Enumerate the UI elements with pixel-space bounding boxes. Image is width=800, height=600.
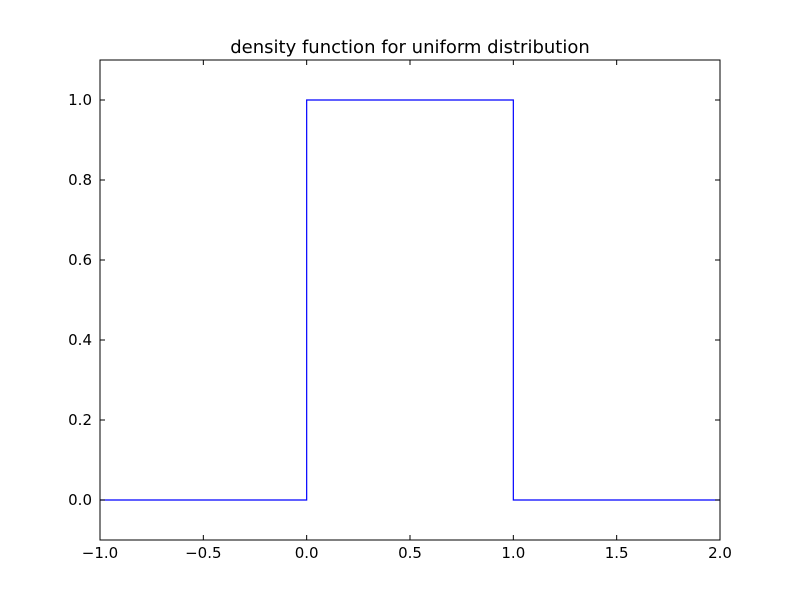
y-tick-label-5: 1.0 — [68, 91, 92, 109]
y-tick-label-2: 0.4 — [68, 331, 92, 349]
series-line-0 — [100, 99, 720, 501]
axis-ticks: −1.0 −0.5 0.0 0.5 1.0 1.5 2.0 0.0 0.2 0.4 0.6 0.8 1.… — [68, 60, 732, 562]
y-tick-label-3: 0.6 — [68, 251, 92, 269]
y-tick-label-0: 0.0 — [68, 491, 92, 509]
x-tick-label-5: 1.5 — [605, 544, 629, 562]
y-tick-label-4: 0.8 — [68, 171, 92, 189]
x-tick-label-3: 0.5 — [398, 544, 422, 562]
y-tick-label-1: 0.2 — [68, 411, 92, 429]
x-tick-label-4: 1.0 — [501, 544, 525, 562]
x-tick-label-1: −0.5 — [185, 544, 221, 562]
chart-title: density function for uniform distributio… — [230, 37, 590, 58]
x-tick-label-0: −1.0 — [82, 544, 118, 562]
plot-area — [100, 99, 720, 501]
axes-frame — [99, 59, 721, 541]
x-tick-label-2: 0.0 — [295, 544, 319, 562]
x-tick-label-6: 2.0 — [708, 544, 732, 562]
